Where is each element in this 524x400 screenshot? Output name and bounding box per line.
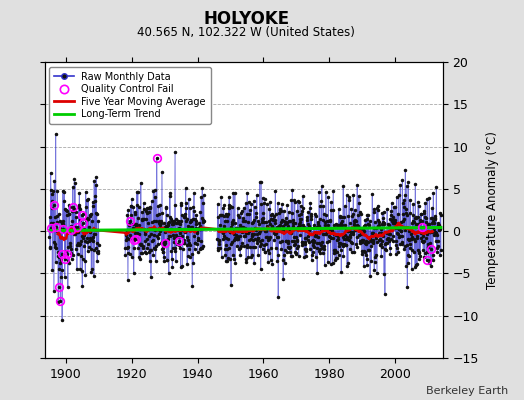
- Y-axis label: Temperature Anomaly (°C): Temperature Anomaly (°C): [486, 131, 499, 289]
- Text: Berkeley Earth: Berkeley Earth: [426, 386, 508, 396]
- Text: HOLYOKE: HOLYOKE: [203, 10, 289, 28]
- Legend: Raw Monthly Data, Quality Control Fail, Five Year Moving Average, Long-Term Tren: Raw Monthly Data, Quality Control Fail, …: [49, 67, 211, 124]
- Text: 40.565 N, 102.322 W (United States): 40.565 N, 102.322 W (United States): [137, 26, 355, 39]
